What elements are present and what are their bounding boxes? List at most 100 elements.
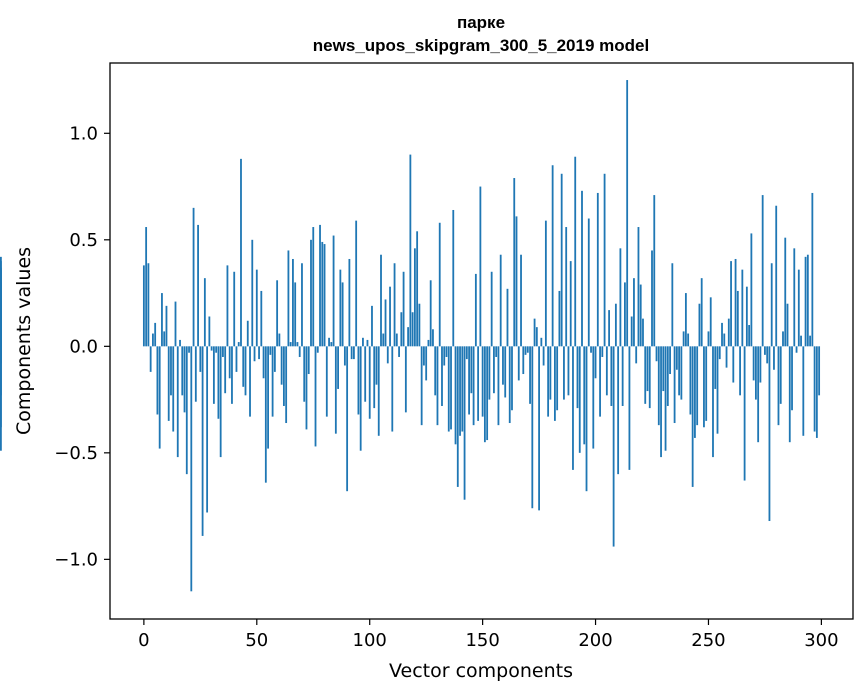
bar (691, 346, 694, 487)
bar (736, 290, 739, 347)
bar (454, 346, 457, 445)
bar (603, 173, 606, 347)
bar (544, 220, 547, 347)
x-tick-label: 50 (245, 630, 268, 651)
bar (375, 346, 378, 385)
bar (741, 269, 744, 347)
bar (628, 346, 631, 470)
bar (161, 293, 163, 347)
bar (524, 346, 527, 355)
bar (255, 269, 258, 347)
bar (398, 346, 400, 357)
bar (156, 346, 159, 415)
bar (617, 346, 620, 475)
bar (413, 248, 416, 347)
bar (723, 333, 726, 347)
bar (0, 282, 2, 347)
bar (493, 346, 495, 394)
bar (303, 346, 306, 402)
bar (269, 346, 272, 355)
bar (285, 346, 288, 424)
x-tick-label: 100 (353, 630, 387, 651)
bar (282, 346, 285, 406)
bar (743, 346, 746, 481)
y-tick-label: 0.5 (69, 230, 98, 251)
bar (721, 322, 723, 347)
bar (565, 227, 568, 347)
bar (197, 224, 199, 347)
bar (242, 346, 245, 387)
bar (429, 280, 432, 347)
bar (280, 346, 283, 385)
bar (463, 346, 466, 500)
bar (599, 346, 601, 417)
bar (391, 346, 394, 432)
bar (495, 346, 498, 357)
bar (319, 224, 321, 347)
bar (240, 158, 242, 347)
bar (353, 346, 355, 360)
bar (624, 282, 626, 347)
bar (587, 218, 590, 347)
bar (273, 346, 276, 372)
bar (515, 216, 518, 347)
bar (165, 305, 168, 347)
bar (660, 346, 662, 458)
bar (818, 346, 821, 396)
x-axis-label: Vector components (389, 660, 573, 682)
bar (402, 271, 405, 347)
bar (183, 346, 186, 413)
bar (585, 346, 588, 492)
bar (287, 250, 290, 347)
bar (694, 346, 696, 438)
bar (231, 346, 233, 404)
bar (644, 346, 647, 404)
bar (359, 346, 362, 451)
bar (199, 346, 202, 372)
bar (594, 346, 597, 379)
bar (549, 346, 552, 400)
bar (366, 339, 369, 347)
bar (233, 271, 236, 347)
bar (314, 346, 317, 447)
bar (251, 239, 254, 347)
bar (529, 346, 531, 404)
bar (815, 346, 818, 438)
bar (488, 346, 491, 400)
bar (438, 222, 441, 347)
bar (237, 342, 240, 347)
bar (788, 346, 791, 443)
bar (734, 258, 737, 347)
bar (540, 337, 543, 347)
bar (522, 346, 525, 375)
bar (339, 269, 342, 347)
bar (219, 346, 222, 458)
bar (147, 263, 150, 347)
bar (441, 346, 443, 406)
bar (208, 316, 211, 347)
bar (727, 318, 730, 347)
bar (450, 346, 452, 430)
bar (343, 346, 346, 366)
bar (657, 346, 660, 426)
bar (436, 346, 439, 426)
bar (479, 186, 482, 347)
bar (754, 346, 757, 400)
bar (752, 346, 755, 381)
bar (172, 346, 175, 432)
bar (459, 346, 461, 436)
bar (779, 346, 782, 404)
bar (542, 346, 545, 366)
bar (490, 271, 493, 347)
bar (371, 305, 373, 347)
bar (465, 346, 468, 360)
bar (619, 248, 622, 347)
bar (750, 233, 753, 347)
bar (666, 346, 669, 406)
bar (648, 346, 651, 409)
bar (748, 325, 751, 347)
bar (170, 346, 172, 396)
bar (680, 346, 683, 400)
bar (630, 316, 633, 347)
bars-group (0, 80, 821, 592)
